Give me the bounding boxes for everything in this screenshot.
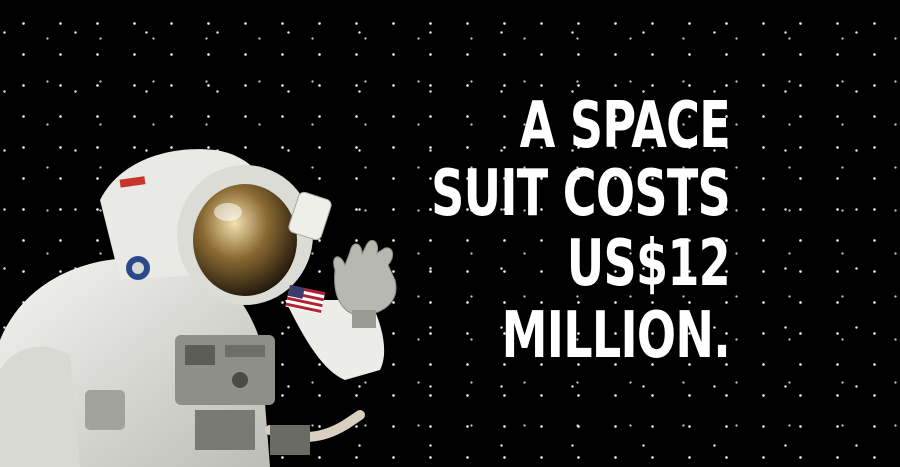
suit-connector [85,390,125,430]
tool-mount [270,425,310,455]
helmet-visor [193,184,297,296]
headline: A SPACE SUIT COSTS US$12 MILLION. [406,89,731,373]
astronaut-image [0,149,397,467]
helmet-lamp [288,191,332,241]
headline-line-2: US$12 MILLION. [501,227,731,373]
headline-line-1: A SPACE SUIT COSTS [431,89,731,231]
red-stripe [119,176,146,188]
visor-reflection [214,203,242,221]
us-flag-patch [285,285,326,315]
wrist-ring [352,310,376,328]
left-arm [0,346,80,467]
glove [333,239,397,316]
